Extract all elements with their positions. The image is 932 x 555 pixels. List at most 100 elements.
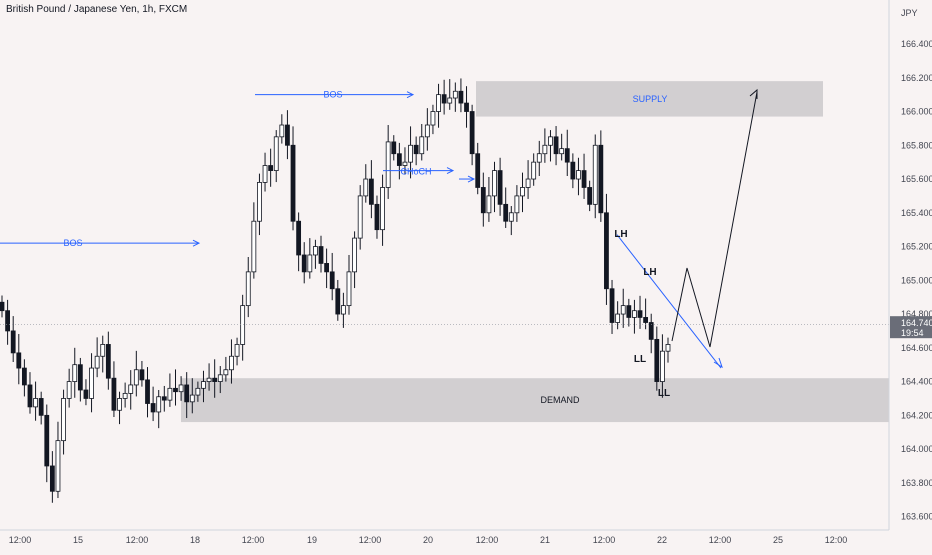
candle-body — [385, 141, 391, 188]
candle-body — [637, 310, 643, 318]
candle-body — [363, 178, 369, 197]
candle-body — [279, 124, 285, 138]
candle-body — [497, 170, 503, 205]
price-tick-label: 163.600 — [901, 512, 932, 522]
price-tick-label: 164.200 — [901, 410, 932, 420]
candle-body — [441, 94, 447, 104]
price-axis-unit: JPY — [901, 8, 918, 18]
lh-label: LH — [614, 229, 627, 240]
time-tick-label: 12:00 — [709, 535, 732, 545]
candle-body — [173, 387, 178, 393]
candle-body — [576, 170, 581, 180]
candle-body — [329, 271, 335, 290]
candle-body — [654, 338, 660, 382]
candle-body — [598, 144, 604, 214]
candle-body — [570, 161, 576, 180]
ll-label: LL — [634, 354, 646, 365]
price-tick-label: 164.600 — [901, 343, 932, 353]
candle-body — [33, 398, 38, 408]
time-tick-label: 12:00 — [593, 535, 616, 545]
price-tick-label: 165.400 — [901, 208, 932, 218]
time-tick-label: 19 — [307, 535, 317, 545]
candle-body — [632, 310, 637, 318]
price-tick-label: 164.800 — [901, 309, 932, 319]
candle-body — [324, 263, 330, 273]
candle-body — [396, 153, 402, 166]
choch-label: CHoCH — [400, 167, 431, 177]
price-tick-label: 166.000 — [901, 107, 932, 117]
price-tick-label: 164.400 — [901, 377, 932, 387]
time-tick-label: 12:00 — [476, 535, 499, 545]
price-tick-label: 165.600 — [901, 174, 932, 184]
demand-zone-label: DEMAND — [540, 395, 580, 405]
candle-body — [374, 203, 380, 231]
candle-body — [508, 212, 514, 222]
candle-body — [38, 398, 44, 416]
candle-body — [77, 364, 83, 391]
candle-body — [285, 124, 290, 146]
candle-body — [346, 271, 352, 307]
candle-body — [615, 313, 621, 323]
price-tick-label: 165.200 — [901, 242, 932, 252]
bos-label: BOS — [63, 238, 82, 248]
candle-body — [184, 384, 190, 403]
price-tick-label: 165.800 — [901, 140, 932, 150]
annotations-layer: BOS BOS CHoCH LH LH LL LL — [0, 88, 889, 399]
candle-body — [66, 381, 72, 399]
zones-layer: SUPPLY DEMAND — [181, 81, 889, 423]
price-tick-label: 163.800 — [901, 478, 932, 488]
trendline — [616, 234, 722, 369]
candle-body — [0, 301, 5, 312]
candles-layer — [0, 78, 671, 503]
candle-body — [89, 367, 94, 399]
time-tick-label: 12:00 — [242, 535, 265, 545]
time-tick-label: 12:00 — [9, 535, 32, 545]
candle-body — [665, 344, 671, 352]
time-tick-label: 20 — [423, 535, 433, 545]
candle-body — [105, 344, 111, 379]
candle-body — [335, 288, 341, 315]
candle-body — [150, 403, 156, 413]
price-tick-label: 164.000 — [901, 444, 932, 454]
candle-body — [520, 187, 525, 197]
time-tick-label: 15 — [73, 535, 83, 545]
candle-body — [660, 350, 665, 382]
candle-body — [212, 377, 218, 382]
candle-body — [55, 440, 61, 492]
candle-body — [391, 141, 397, 155]
candle-body — [480, 187, 486, 214]
time-tick-label: 22 — [657, 535, 667, 545]
candle-body — [156, 396, 162, 413]
candle-body — [592, 144, 598, 205]
candle-body — [514, 195, 520, 214]
candle-body — [604, 212, 609, 290]
candle-body — [167, 387, 173, 401]
candle-body — [620, 305, 626, 315]
demand-zone — [181, 378, 889, 423]
candle-body — [10, 330, 16, 354]
candle-body — [492, 170, 497, 197]
candle-body — [111, 377, 117, 411]
time-tick-label: 12:00 — [359, 535, 382, 545]
candle-body — [380, 187, 385, 231]
candle-body — [587, 187, 593, 205]
chart-title: British Pound / Japanese Yen, 1h, FXCM — [6, 4, 188, 15]
candle-body — [44, 414, 50, 467]
candle-body — [5, 310, 10, 332]
choch-arrowhead — [446, 167, 455, 175]
candle-body — [234, 344, 240, 357]
candle-body — [161, 396, 167, 401]
candle-body — [61, 398, 66, 442]
candle-body — [447, 97, 453, 104]
candle-body — [475, 153, 481, 188]
time-tick-label: 25 — [773, 535, 783, 545]
candle-body — [268, 165, 274, 171]
candle-body — [469, 111, 475, 155]
candle-body — [240, 305, 246, 345]
candle-body — [217, 374, 223, 382]
candle-body — [83, 389, 89, 399]
ll-label: LL — [658, 388, 670, 399]
candle-body — [458, 90, 464, 104]
